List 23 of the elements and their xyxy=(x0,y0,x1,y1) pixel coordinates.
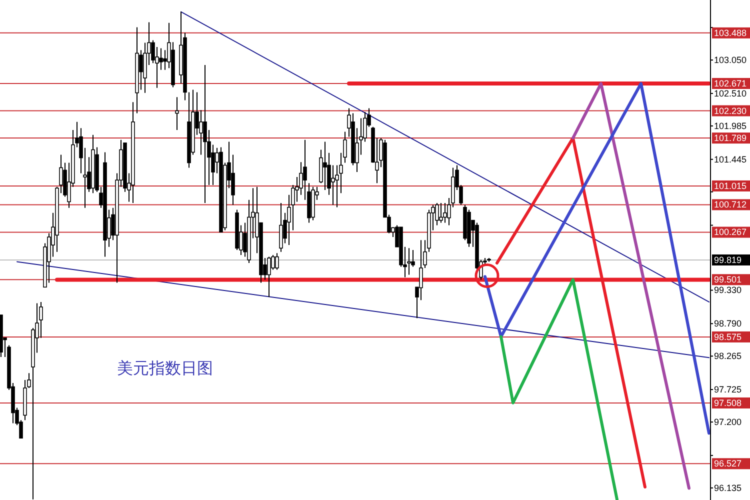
ref-line-label: 96.527 xyxy=(714,458,742,469)
ref-line-label: 100.267 xyxy=(714,227,747,238)
ref-line-label: 101.789 xyxy=(714,133,747,144)
y-tick-label: 97.200 xyxy=(714,417,742,428)
ref-line-label: 102.230 xyxy=(714,106,747,116)
ref-line-label: 99.819 xyxy=(714,254,742,265)
y-tick-label: 97.725 xyxy=(714,384,742,395)
ref-line-label: 97.508 xyxy=(714,398,742,408)
ref-line-label: 102.671 xyxy=(714,78,747,88)
ref-line-label: 100.712 xyxy=(714,200,747,210)
y-tick-label: 102.510 xyxy=(714,88,747,98)
y-tick-label: 96.135 xyxy=(714,482,742,493)
y-tick-label: 103.050 xyxy=(714,55,747,66)
ref-line-label: 103.488 xyxy=(714,28,747,38)
y-tick-label: 101.445 xyxy=(714,154,747,164)
ref-line-label: 101.015 xyxy=(714,180,747,191)
annotation: 美元指数日图 xyxy=(117,358,213,378)
y-tick-label: 98.265 xyxy=(714,351,742,362)
ref-line-label: 99.501 xyxy=(714,274,742,285)
y-tick-label: 99.330 xyxy=(714,285,742,296)
y-tick-label: 98.790 xyxy=(714,318,742,329)
ref-line-label: 98.575 xyxy=(714,332,742,342)
y-tick-label: 101.985 xyxy=(714,120,747,131)
